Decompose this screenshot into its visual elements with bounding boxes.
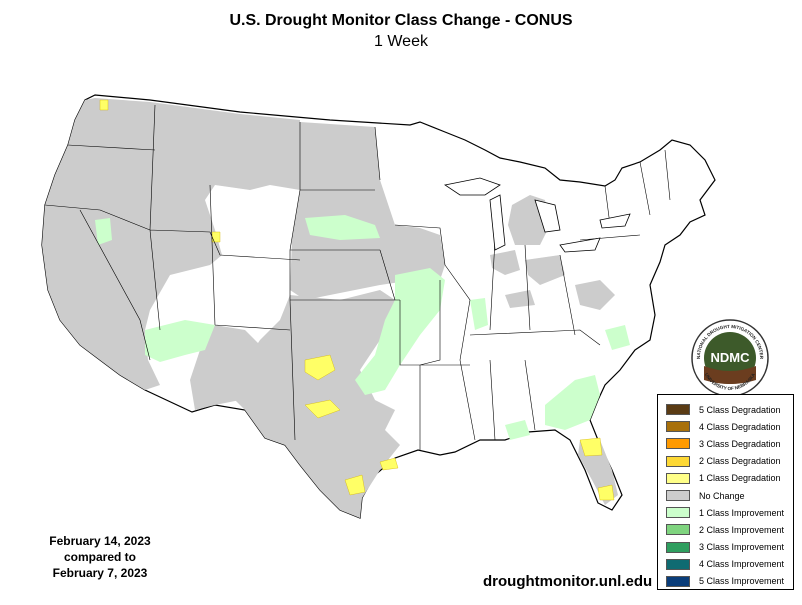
legend-swatch: [666, 455, 690, 467]
date-compared-to: compared to: [63, 550, 136, 564]
legend-label: 5 Class Improvement: [699, 576, 785, 587]
midwest-gray: [525, 255, 565, 285]
gulf-improvement: [505, 420, 530, 440]
legend-label: 2 Class Degradation: [699, 456, 781, 467]
texas-degradation: [304, 354, 336, 381]
map-title: U.S. Drought Monitor Class Change - CONU…: [229, 12, 573, 29]
great-lakes: [443, 177, 631, 253]
wyoming-degradation: [211, 231, 221, 243]
legend-label: No Change: [699, 490, 745, 501]
legend-label: 5 Class Degradation: [699, 404, 781, 415]
nevada-improvement: [95, 218, 112, 245]
legend-swatch: [666, 490, 690, 502]
appalachia-gray: [575, 280, 615, 310]
florida-degradation: [579, 437, 603, 457]
legend-swatch: [666, 524, 690, 536]
legend-swatch: [666, 438, 690, 450]
degradation-areas: [99, 99, 615, 501]
mid-atlantic-improvement: [605, 325, 630, 350]
legend-label: 2 Class Improvement: [699, 524, 785, 535]
texas-coast-degradation: [344, 474, 366, 496]
legend-label: 3 Class Improvement: [699, 542, 785, 553]
legend-item: 2 Class Degradation: [658, 453, 793, 470]
kentucky-gray: [505, 290, 535, 308]
date-current: February 14, 2023: [49, 534, 151, 548]
legend-item: 5 Class Improvement: [658, 573, 793, 590]
legend-label: 4 Class Improvement: [699, 559, 785, 570]
legend-item: 3 Class Degradation: [658, 435, 793, 452]
map-subtitle: 1 Week: [374, 33, 428, 50]
south-florida-degradation: [597, 484, 615, 501]
source-url: droughtmonitor.unl.edu: [483, 573, 653, 590]
texas-degradation-2: [304, 399, 341, 419]
legend-swatch: [666, 558, 690, 570]
legend-item: 1 Class Degradation: [658, 470, 793, 487]
ndmc-logo: NDMC NATIONAL DROUGHT MITIGATION CENTER …: [691, 319, 769, 397]
legend-label: 4 Class Degradation: [699, 421, 781, 432]
state-boundaries: [44, 104, 671, 450]
washington-degradation: [99, 99, 109, 111]
legend-swatch: [666, 472, 690, 484]
legend-swatch: [666, 541, 690, 553]
west-gray: [42, 98, 300, 390]
date-comparison: February 14, 2023 compared to February 7…: [20, 533, 180, 581]
legend-swatch: [666, 421, 690, 433]
legend-item: 4 Class Improvement: [658, 556, 793, 573]
legend-item: 5 Class Degradation: [658, 401, 793, 418]
nebraska-improvement: [305, 215, 380, 240]
ohio-gray: [490, 250, 520, 275]
nm-gray: [228, 330, 255, 360]
legend-swatch: [666, 575, 690, 587]
date-previous: February 7, 2023: [52, 566, 148, 580]
improvement-areas: [95, 215, 630, 440]
legend-swatch: [666, 507, 690, 519]
legend-swatch: [666, 404, 690, 416]
louisiana-degradation: [379, 457, 399, 471]
legend-item: 2 Class Improvement: [658, 521, 793, 538]
legend-label: 3 Class Degradation: [699, 438, 781, 449]
arizona-improvement: [145, 320, 215, 362]
legend-item: 3 Class Improvement: [658, 539, 793, 556]
legend: 5 Class Degradation 4 Class Degradation 3 …: [657, 394, 794, 590]
illinois-improvement: [470, 298, 488, 330]
legend-label: 1 Class Degradation: [699, 473, 781, 484]
legend-item: 1 Class Improvement: [658, 504, 793, 521]
legend-item: 4 Class Degradation: [658, 418, 793, 435]
northplains-gray: [290, 122, 445, 300]
legend-item: No Change: [658, 487, 793, 504]
logo-text: NDMC: [711, 350, 751, 365]
legend-label: 1 Class Improvement: [699, 507, 785, 518]
southeast-improvement: [545, 375, 600, 430]
